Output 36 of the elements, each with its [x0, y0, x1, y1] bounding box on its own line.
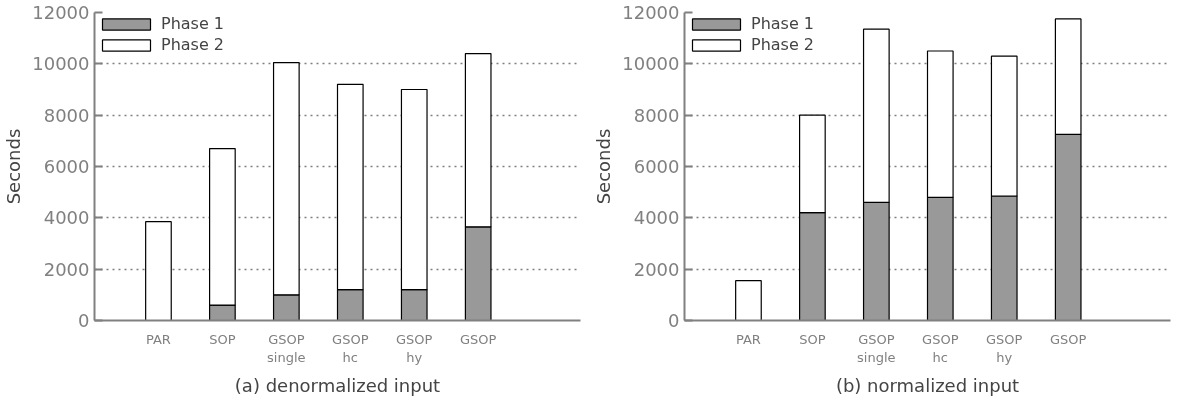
x-tick-label: GSOP hc [922, 331, 959, 365]
x-tick-label: PAR [735, 331, 761, 347]
x-tick-label: GSOP [1049, 331, 1087, 347]
x-tick-label: PAR [145, 331, 171, 347]
legend-label: Phase 1 [161, 14, 225, 33]
y-tick-label: 2000 [633, 258, 680, 280]
y-axis-title: Seconds [3, 128, 25, 205]
x-tick-label: GSOP hy [396, 331, 433, 365]
x-tick-label: GSOP [459, 331, 497, 347]
x-tick-label: SOP [209, 331, 236, 347]
y-tick-label: 10000 [32, 53, 90, 75]
y-tick-label: 0 [78, 310, 90, 331]
x-tick-label: GSOP hc [332, 331, 369, 365]
y-tick-label: 4000 [43, 207, 90, 229]
y-tick-label: 12000 [32, 2, 90, 23]
y-tick-label: 6000 [633, 156, 680, 177]
y-tick-label: 12000 [622, 2, 680, 23]
y-tick-label: 4000 [633, 207, 680, 229]
x-tick-label: GSOP single [857, 331, 896, 365]
legend-label: Phase 2 [161, 35, 225, 54]
text: (a) denormalized input [234, 374, 441, 396]
legend-label: Phase 2 [751, 35, 815, 54]
y-tick-label: 0 [668, 310, 680, 331]
bar [145, 221, 172, 321]
y-tick-label: 10000 [622, 53, 680, 75]
y-tick-label: 8000 [633, 104, 680, 126]
y-tick-label: 2000 [43, 258, 90, 280]
x-tick-label: SOP [799, 331, 826, 347]
text: (b) normalized input [835, 374, 1020, 396]
y-tick-label: 6000 [43, 156, 90, 177]
y-tick-label: 8000 [43, 104, 90, 126]
bar [735, 280, 762, 321]
x-tick-label: GSOP single [267, 331, 306, 365]
legend-label: Phase 1 [751, 14, 815, 33]
x-tick-label: GSOP hy [986, 331, 1023, 365]
y-axis-title: Seconds [593, 128, 615, 205]
